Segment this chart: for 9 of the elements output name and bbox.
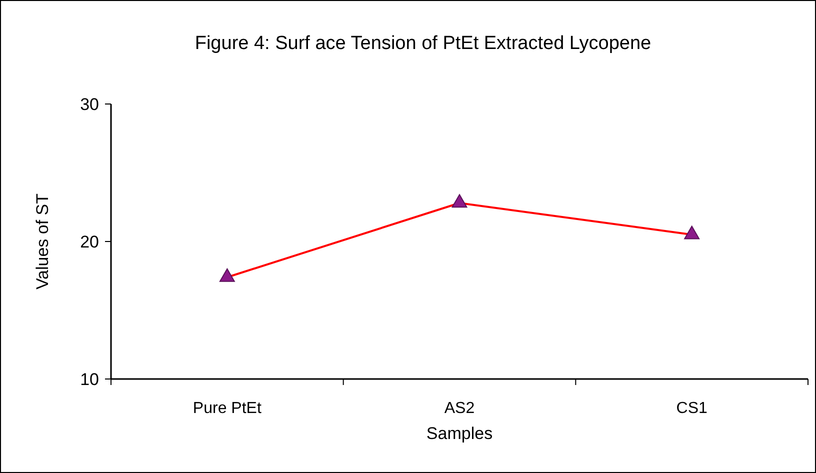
x-axis-title: Samples <box>426 424 493 443</box>
y-tick-label: 20 <box>80 232 99 252</box>
x-tick-label: CS1 <box>676 400 708 417</box>
x-tick-label: AS2 <box>444 400 475 417</box>
y-tick-label: 10 <box>80 370 99 389</box>
x-tick-label: Pure PtEt <box>192 400 262 417</box>
y-axis-title: Values of ST <box>33 193 52 290</box>
y-tick-label: 30 <box>80 94 99 114</box>
chart-title: Figure 4: Surf ace Tension of PtEt Extracted Lycopene <box>194 33 652 54</box>
